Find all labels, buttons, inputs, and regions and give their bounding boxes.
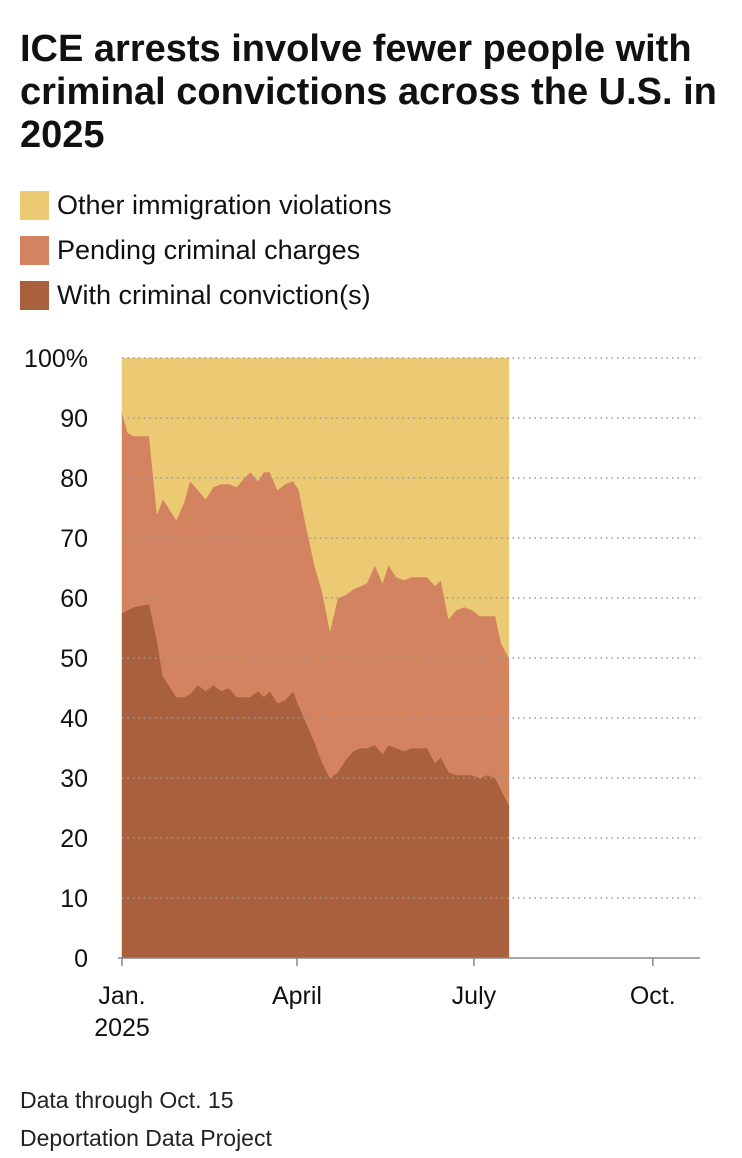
y-tick-label: 0 [74,945,88,973]
y-tick-label: 40 [60,705,88,733]
legend-item-other: Other immigration violations [20,190,392,220]
y-tick-label: 70 [60,525,88,553]
x-tick-label: Oct. [630,982,676,1010]
source-note: Deportation Data Project [20,1125,272,1151]
legend-item-pending: Pending criminal charges [20,235,392,265]
legend-label-other: Other immigration violations [57,189,392,220]
y-tick-label: 60 [60,585,88,613]
x-tick-label: April [272,982,322,1010]
legend-swatch-pending [20,235,49,265]
data-through-note: Data through Oct. 15 [20,1087,234,1113]
y-tick-label: 30 [60,765,88,793]
y-tick-label: 80 [60,465,88,493]
y-tick-label: 50 [60,645,88,673]
y-tick-label: 90 [60,405,88,433]
stacked-area-chart: 0 10 20 30 40 50 60 70 80 90 100% Jan. 2025 April July… [24,345,700,1042]
x-tick-label-year: 2025 [94,1014,150,1042]
legend-swatch-convictions [20,280,49,310]
y-tick-label: 100% [24,345,88,373]
legend-label-pending: Pending criminal charges [57,234,361,265]
x-tick-label: July [452,982,497,1010]
chart-title: ICE arrests involve fewer people with cr… [20,28,717,156]
legend-swatch-other [20,190,49,220]
x-tick-label: Jan. [98,982,145,1010]
y-tick-label: 20 [60,825,88,853]
legend: Other immigration violations Pending cri… [20,190,392,325]
y-tick-label: 10 [60,885,88,913]
legend-item-convictions: With criminal conviction(s) [20,280,392,310]
legend-label-convictions: With criminal conviction(s) [57,279,371,310]
